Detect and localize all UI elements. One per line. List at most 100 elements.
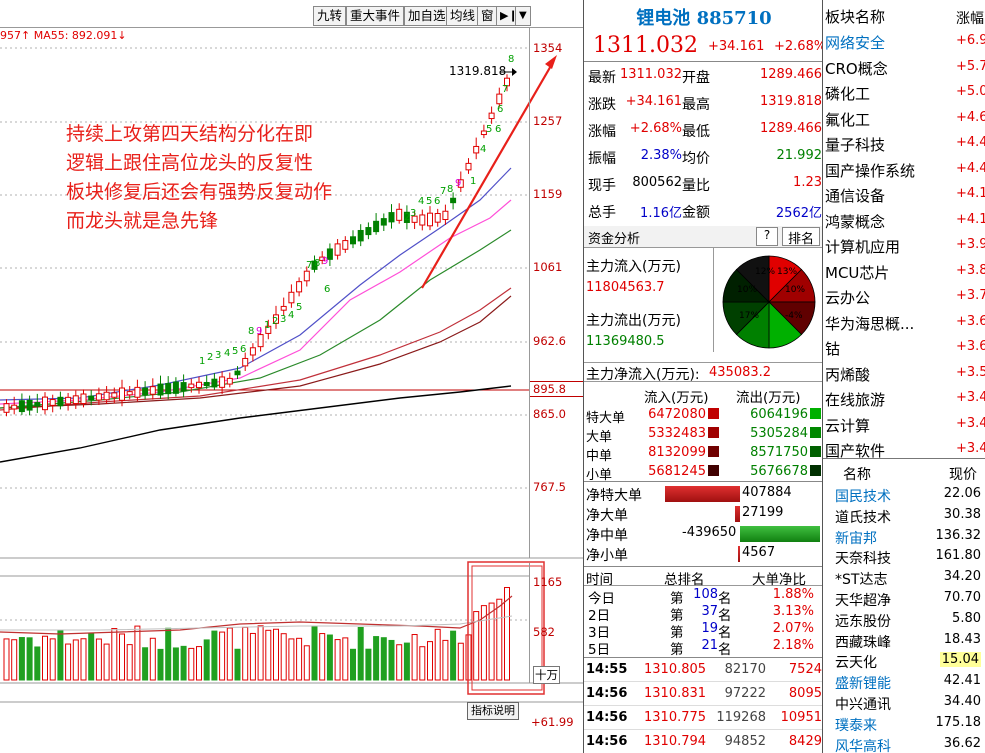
sector-item[interactable]: 通信设备 +4.1	[823, 182, 985, 207]
volume-tick: 582	[533, 625, 555, 639]
rank-ratio: 3.13%	[772, 604, 814, 619]
sector-item[interactable]: 国产软件 +3.4	[823, 437, 985, 462]
tick-row: 14:56 1310.775 119268 10951	[584, 706, 822, 730]
rank-button[interactable]: 排名	[782, 227, 820, 247]
flow-out-swatch	[810, 446, 821, 457]
net-value: 4567	[742, 545, 776, 560]
svg-text:8: 8	[248, 326, 254, 337]
sector-item[interactable]: 氟化工 +4.6	[823, 106, 985, 131]
candle-body	[411, 215, 418, 223]
sector-item[interactable]: 计算机应用 +3.9	[823, 233, 985, 258]
flow-row: 大单 5332483 5305284	[584, 425, 822, 445]
sector-item[interactable]: 量子科技 +4.4	[823, 131, 985, 156]
moving-average-button[interactable]: 均线	[446, 6, 480, 26]
candle-body	[49, 399, 56, 406]
stock-header-name: 名称	[843, 467, 871, 483]
tick-time: 14:56	[586, 686, 628, 701]
sector-item[interactable]: 钴 +3.6	[823, 335, 985, 360]
sector-name: 云计算	[825, 416, 871, 435]
sector-item[interactable]: 华为海思概... +3.6	[823, 310, 985, 335]
fund-analysis-bar: 资金分析 ? 排名	[584, 226, 822, 248]
stock-item[interactable]: 道氏技术 30.38	[823, 505, 985, 526]
stock-item[interactable]: 天奈科技 161.80	[823, 546, 985, 567]
sector-change: +4.6	[956, 109, 985, 125]
rank-period: 3日	[588, 625, 611, 641]
candle-body	[303, 270, 310, 282]
sector-item[interactable]: 丙烯酸 +3.5	[823, 361, 985, 386]
stock-price: 136.32	[935, 527, 982, 543]
sector-name: 云办公	[825, 289, 871, 307]
svg-text:7: 7	[440, 186, 446, 197]
volume-bars	[3, 587, 510, 681]
price-change-pct: +2.68%	[774, 39, 823, 54]
net-row: 净大单 27199	[584, 504, 822, 524]
stock-item[interactable]: 璞泰来 175.18	[823, 713, 985, 734]
rank-number: 108	[693, 587, 718, 602]
flow-row: 特大单 6472080 6064196	[584, 406, 822, 426]
annotation-text: 持续上攻第四天结构分化在即 逻辑上跟住高位龙头的反复性 板块修复后还会有强势反复…	[66, 120, 426, 236]
stock-item[interactable]: 天华超净 70.70	[823, 588, 985, 609]
candle-body	[172, 381, 179, 394]
candle-body	[288, 291, 295, 304]
add-watchlist-button[interactable]: 加自选	[404, 6, 450, 26]
candle-body	[42, 396, 48, 411]
stock-item[interactable]: 国民技术 22.06	[823, 484, 985, 505]
current-price: 1311.032	[593, 33, 698, 58]
volume-bar	[188, 647, 195, 681]
stock-item[interactable]: 中兴通讯 34.40	[823, 692, 985, 713]
candle-body	[504, 77, 510, 87]
sector-item[interactable]: 在线旅游 +3.4	[823, 386, 985, 411]
svg-text:7: 7	[502, 84, 508, 95]
rank-prefix: 第	[670, 591, 684, 607]
sector-item[interactable]: 鸿蒙概念 +4.1	[823, 208, 985, 233]
sector-item[interactable]: 云计算 +3.4	[823, 412, 985, 437]
flow-in-swatch	[708, 465, 719, 476]
net-label: 净中单	[586, 528, 628, 544]
candle-body	[257, 334, 264, 348]
sector-item[interactable]: 网络安全 +6.9	[823, 29, 985, 54]
rank-row: 2日 第 37 名 3.13%	[584, 604, 822, 624]
volume-bar	[504, 587, 510, 681]
volume-bar	[11, 639, 18, 681]
candle-body	[350, 236, 356, 245]
price-tick: 1257	[533, 114, 563, 128]
stock-item[interactable]: 风华高科 36.62	[823, 734, 985, 753]
major-events-button[interactable]: 重大事件	[346, 6, 405, 26]
stock-item[interactable]: 新宙邦 136.32	[823, 526, 985, 547]
stock-item[interactable]: 云天化 15.04	[823, 650, 985, 671]
stock-item[interactable]: 远东股份 5.80	[823, 609, 985, 630]
tick-price: 1310.794	[644, 734, 707, 749]
help-button[interactable]: ?	[756, 227, 778, 246]
quote-row: 振幅 2.38% 均价 21.992	[584, 144, 822, 170]
volume-bar	[165, 627, 172, 681]
sector-item[interactable]: CRO概念 +5.7	[823, 55, 985, 80]
dropdown-arrow-icon[interactable]: ▼	[515, 6, 531, 26]
annotation-line: 逻辑上跟住高位龙头的反复性	[66, 152, 314, 174]
sector-change: +3.6	[956, 313, 985, 329]
candle-body	[134, 386, 141, 398]
tick-time: 14:55	[586, 662, 628, 677]
window-button[interactable]: 窗	[477, 6, 498, 26]
nine-turn-button[interactable]: 九转	[313, 6, 347, 26]
pie-slice	[735, 255, 770, 303]
sector-item[interactable]: 磷化工 +5.0	[823, 80, 985, 105]
flow-out-swatch	[810, 427, 821, 438]
sector-item[interactable]: MCU芯片 +3.8	[823, 259, 985, 284]
net-label: 净特大单	[586, 488, 642, 504]
stock-item[interactable]: *ST达志 34.20	[823, 567, 985, 588]
indicator-help-button[interactable]: 指标说明	[467, 702, 519, 720]
stock-name: 天奈科技	[835, 551, 891, 568]
stock-name: 天华超净	[835, 593, 891, 609]
candle-body	[196, 381, 202, 389]
quote-value: +2.68%	[629, 121, 682, 136]
svg-text:6: 6	[434, 196, 440, 207]
stock-item[interactable]: 西藏珠峰 18.43	[823, 630, 985, 651]
candle-body	[80, 393, 87, 405]
stock-item[interactable]: 盛新锂能 42.41	[823, 671, 985, 692]
volume-bar	[434, 628, 441, 681]
sector-item[interactable]: 云办公 +3.7	[823, 284, 985, 309]
sector-change: +4.1	[956, 186, 985, 201]
sector-item[interactable]: 国产操作系统 +4.4	[823, 157, 985, 182]
